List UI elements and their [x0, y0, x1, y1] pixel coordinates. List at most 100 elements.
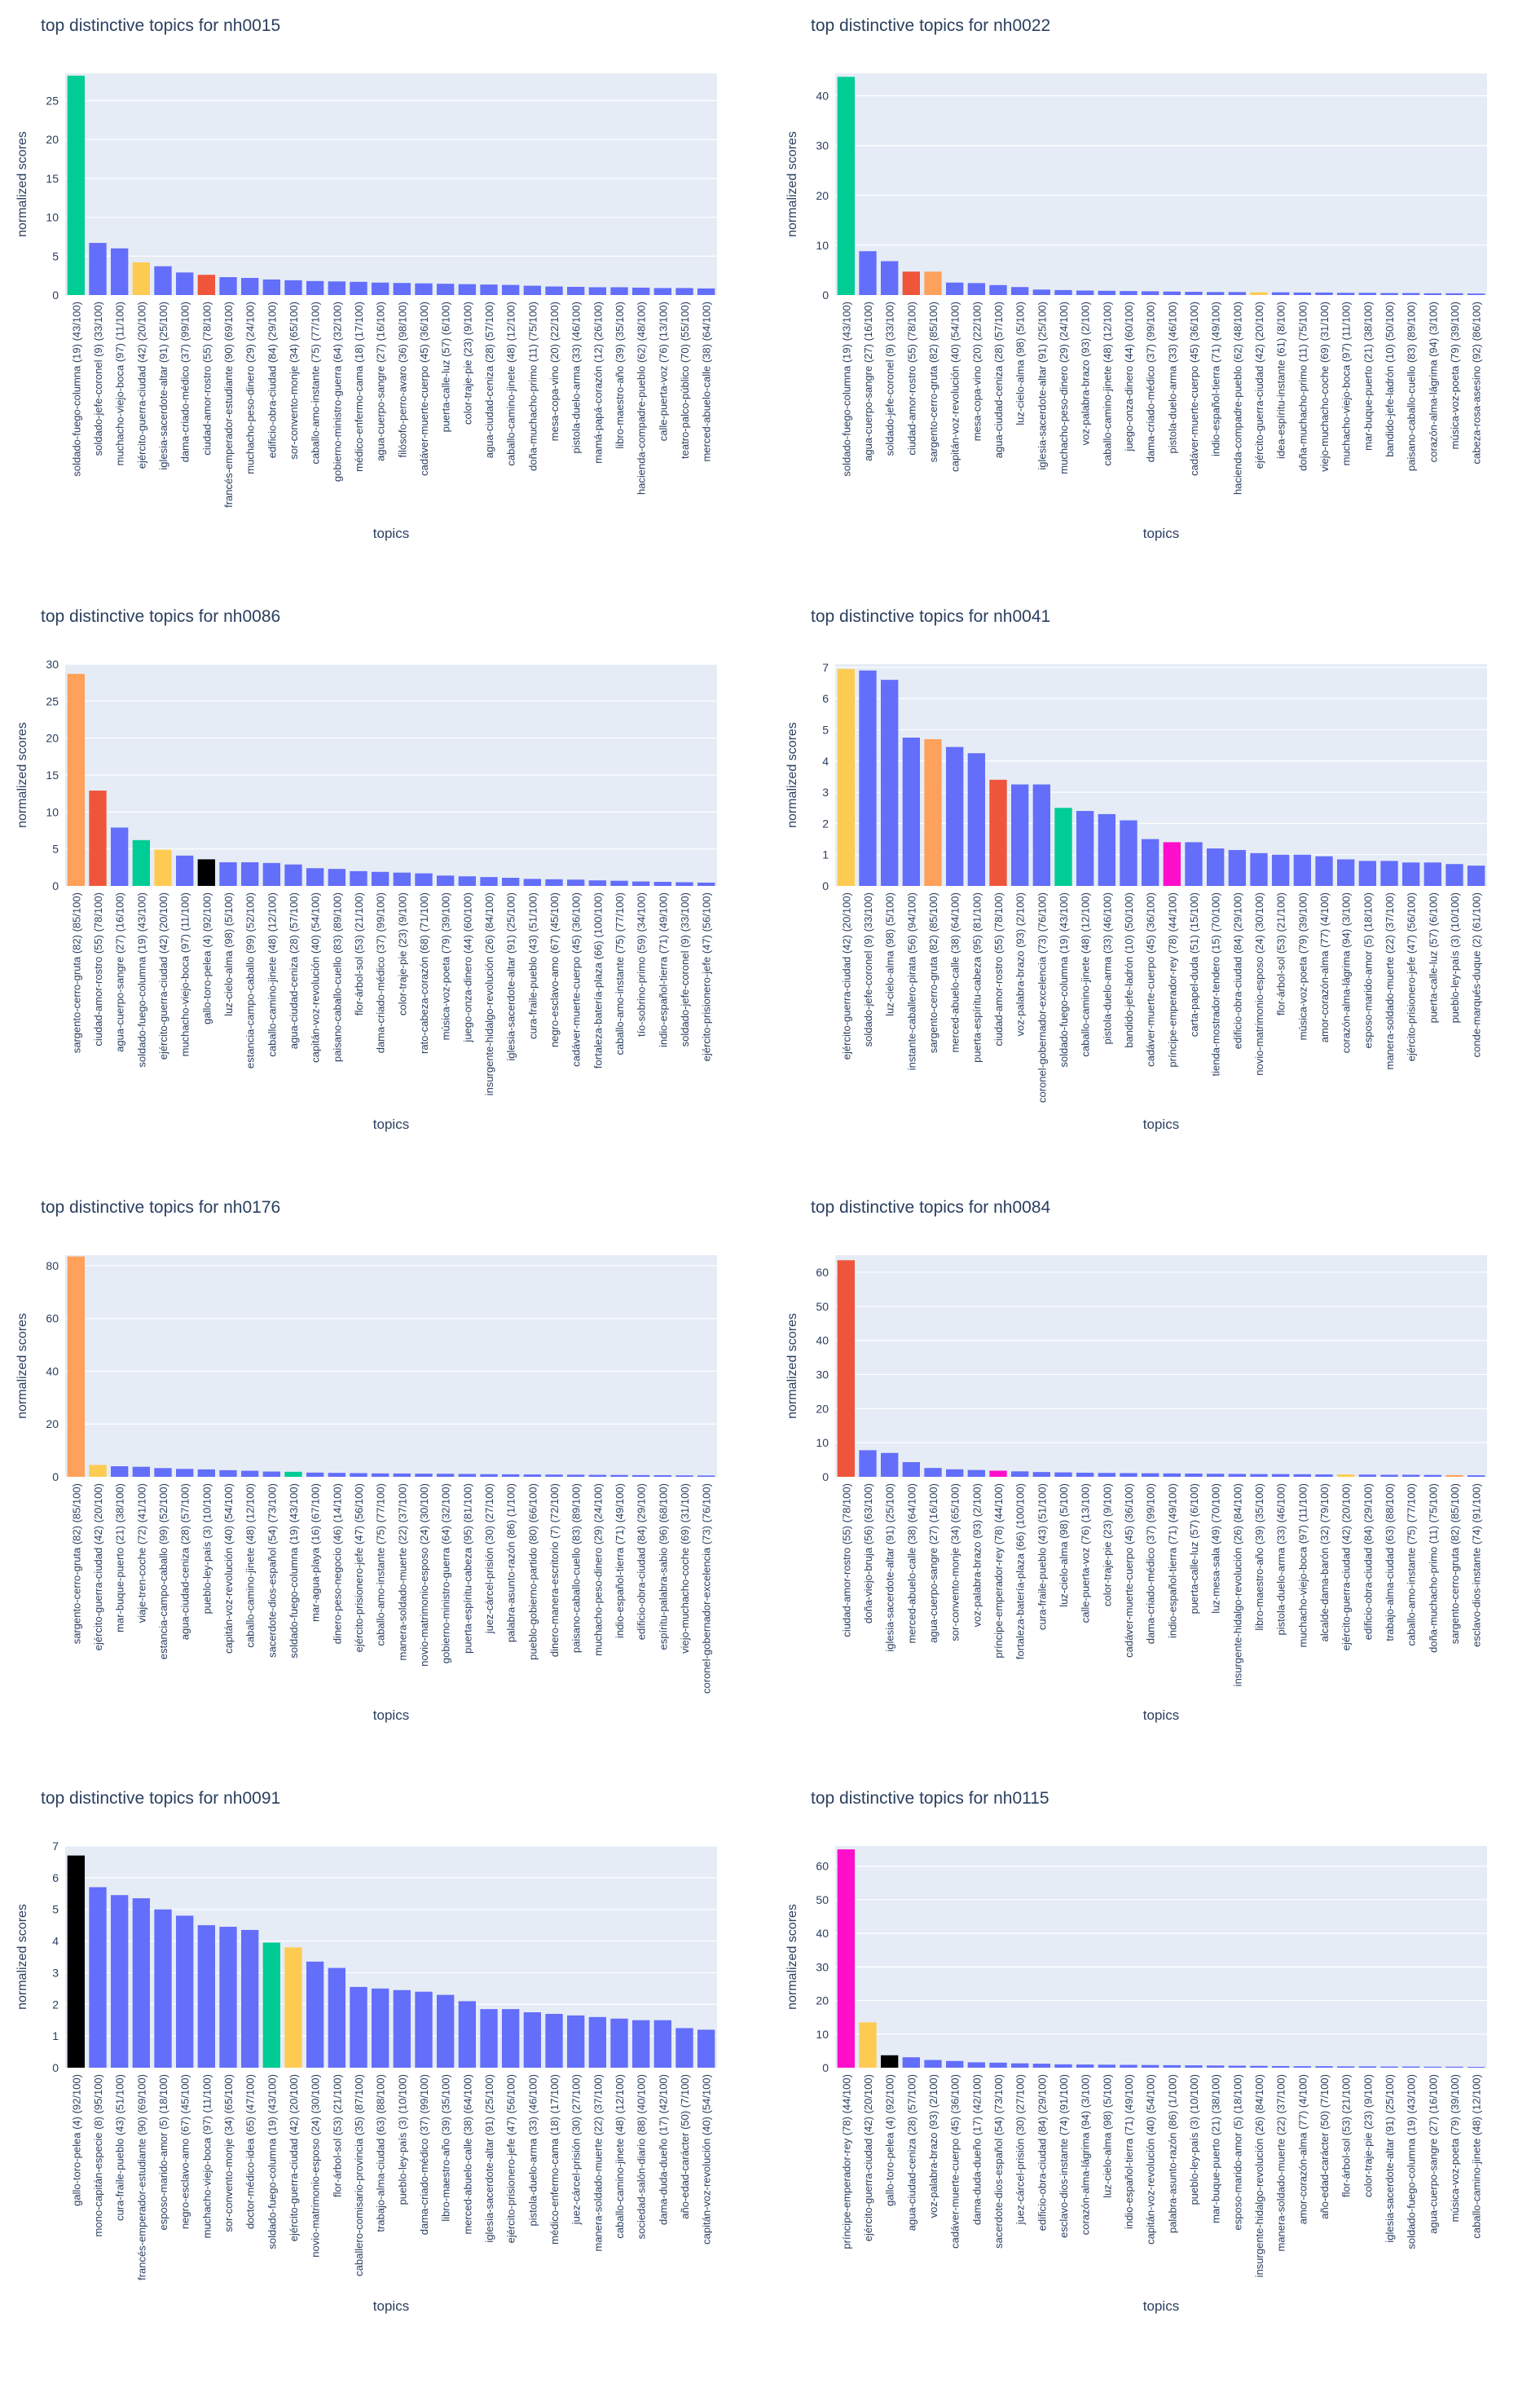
bar[interactable] — [946, 2060, 964, 2068]
bar[interactable] — [1250, 2065, 1268, 2068]
bar[interactable] — [632, 881, 650, 886]
bar[interactable] — [1032, 289, 1050, 295]
bar[interactable] — [545, 286, 563, 295]
bar[interactable] — [1163, 1473, 1181, 1477]
bar[interactable] — [1163, 2064, 1181, 2068]
bar[interactable] — [197, 1469, 215, 1477]
bar[interactable] — [837, 77, 855, 295]
bar[interactable] — [1207, 1474, 1225, 1477]
bar[interactable] — [1250, 292, 1268, 295]
bar[interactable] — [262, 862, 280, 886]
bar[interactable] — [523, 285, 541, 295]
bar[interactable] — [902, 1462, 920, 1477]
bar[interactable] — [132, 839, 150, 886]
bar[interactable] — [1142, 1473, 1159, 1477]
bar[interactable] — [111, 1466, 129, 1477]
bar[interactable] — [306, 868, 324, 886]
bar[interactable] — [588, 2016, 606, 2068]
bar[interactable] — [610, 287, 628, 295]
bar[interactable] — [1402, 2066, 1420, 2068]
bar[interactable] — [284, 864, 302, 886]
bar[interactable] — [480, 1474, 498, 1477]
bar[interactable] — [132, 1898, 150, 2068]
bar[interactable] — [1467, 293, 1485, 295]
bar[interactable] — [284, 280, 302, 295]
bar[interactable] — [989, 779, 1007, 886]
bar[interactable] — [372, 1988, 389, 2068]
bar[interactable] — [1423, 2066, 1441, 2068]
bar[interactable] — [437, 1994, 455, 2068]
bar[interactable] — [306, 1472, 324, 1477]
bar[interactable] — [1402, 1474, 1420, 1477]
bar[interactable] — [154, 849, 172, 886]
bar[interactable] — [1120, 2064, 1137, 2068]
bar[interactable] — [567, 2015, 585, 2068]
bar[interactable] — [262, 1471, 280, 1477]
bar[interactable] — [967, 283, 985, 295]
bar[interactable] — [219, 1469, 237, 1477]
bar[interactable] — [1293, 854, 1311, 886]
bar[interactable] — [1228, 2065, 1246, 2068]
bar[interactable] — [924, 738, 942, 886]
bar[interactable] — [328, 1967, 345, 2068]
bar[interactable] — [502, 284, 520, 295]
bar[interactable] — [1293, 292, 1311, 295]
bar[interactable] — [1315, 2066, 1333, 2068]
bar[interactable] — [989, 1470, 1007, 1477]
bar[interactable] — [588, 287, 606, 295]
bar[interactable] — [415, 283, 433, 295]
bar[interactable] — [219, 1927, 237, 2068]
bar[interactable] — [632, 2020, 650, 2068]
bar[interactable] — [1467, 866, 1485, 886]
bar[interactable] — [328, 281, 345, 295]
bar[interactable] — [1032, 1472, 1050, 1477]
bar[interactable] — [154, 1909, 172, 2068]
bar[interactable] — [372, 871, 389, 886]
bar[interactable] — [859, 670, 877, 886]
bar[interactable] — [1142, 291, 1159, 295]
bar[interactable] — [1402, 293, 1420, 295]
bar[interactable] — [1142, 839, 1159, 886]
bar[interactable] — [902, 738, 920, 886]
bar[interactable] — [1054, 289, 1072, 295]
bar[interactable] — [154, 266, 172, 295]
bar[interactable] — [176, 855, 194, 886]
bar[interactable] — [567, 879, 585, 886]
bar[interactable] — [881, 2055, 899, 2068]
bar[interactable] — [902, 271, 920, 295]
bar[interactable] — [1098, 2064, 1115, 2068]
bar[interactable] — [523, 2012, 541, 2068]
bar[interactable] — [545, 879, 563, 886]
bar[interactable] — [675, 288, 693, 295]
bar[interactable] — [1272, 854, 1290, 886]
bar[interactable] — [1120, 291, 1137, 295]
bar[interactable] — [1402, 862, 1420, 886]
bar[interactable] — [1337, 293, 1355, 295]
bar[interactable] — [415, 1991, 433, 2068]
bar[interactable] — [1120, 820, 1137, 886]
bar[interactable] — [132, 262, 150, 295]
bar[interactable] — [1272, 2065, 1290, 2068]
bar[interactable] — [697, 1475, 715, 1477]
bar[interactable] — [372, 1473, 389, 1477]
bar[interactable] — [1011, 2063, 1029, 2068]
bar[interactable] — [545, 2013, 563, 2068]
bar[interactable] — [350, 281, 367, 295]
bar[interactable] — [1185, 2065, 1203, 2068]
bar[interactable] — [1315, 1474, 1333, 1477]
bar[interactable] — [241, 1470, 259, 1477]
bar[interactable] — [306, 280, 324, 295]
bar[interactable] — [610, 2018, 628, 2068]
bar[interactable] — [502, 2009, 520, 2068]
bar[interactable] — [328, 1473, 345, 1477]
bar[interactable] — [1011, 1471, 1029, 1477]
bar[interactable] — [1358, 1474, 1376, 1477]
bar[interactable] — [458, 284, 476, 295]
bar[interactable] — [1445, 293, 1463, 295]
bar[interactable] — [1098, 1473, 1115, 1477]
bar[interactable] — [1293, 1474, 1311, 1477]
bar[interactable] — [1380, 2066, 1398, 2068]
bar[interactable] — [1423, 1474, 1441, 1477]
bar[interactable] — [1337, 2066, 1355, 2068]
bar[interactable] — [67, 75, 85, 295]
